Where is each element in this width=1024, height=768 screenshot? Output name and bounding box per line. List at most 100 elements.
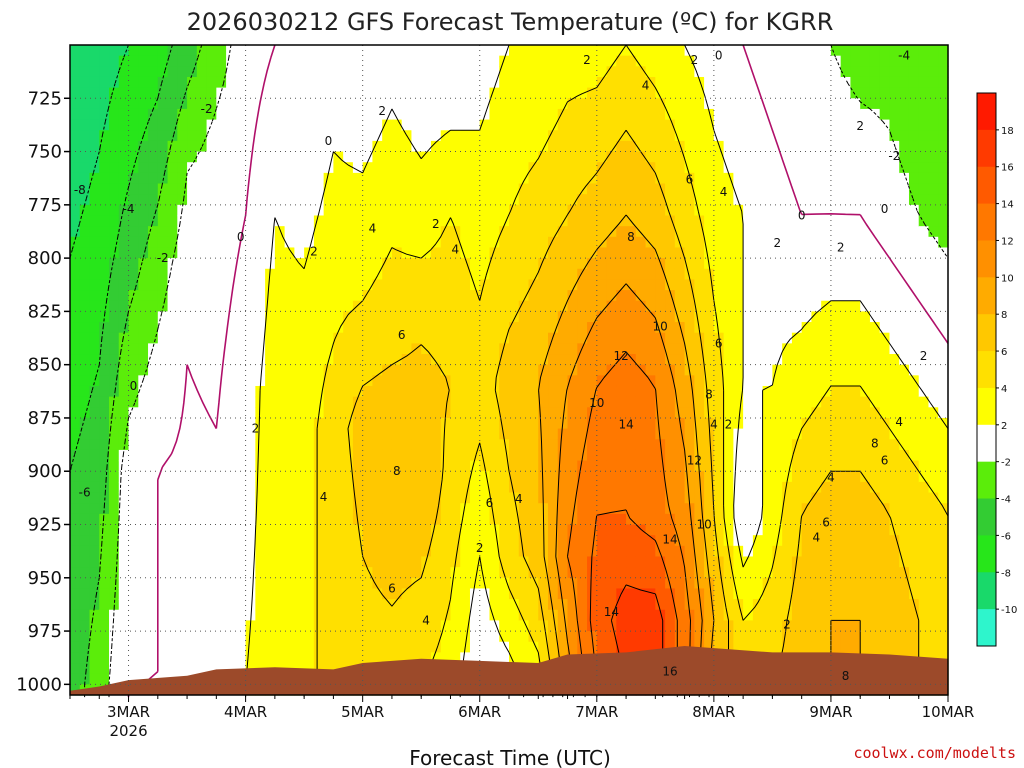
temperature-cell: [128, 215, 139, 227]
temperature-cell: [450, 567, 461, 579]
temperature-cell: [606, 76, 617, 89]
temperature-cell: [665, 226, 676, 238]
temperature-cell: [118, 545, 130, 558]
temperature-cell: [343, 609, 354, 622]
temperature-cell: [440, 108, 452, 121]
temperature-cell: [616, 364, 627, 376]
temperature-cell: [196, 428, 208, 440]
temperature-cell: [450, 641, 461, 653]
temperature-cell: [645, 460, 656, 472]
temperature-cell: [713, 194, 725, 206]
temperature-cell: [304, 375, 315, 387]
temperature-cell: [655, 279, 666, 291]
temperature-cell: [148, 311, 159, 323]
temperature-cell: [128, 535, 139, 547]
temperature-cell: [372, 503, 383, 515]
temperature-cell: [577, 247, 588, 259]
temperature-cell: [333, 311, 344, 323]
temperature-cell: [723, 332, 734, 344]
temperature-cell: [606, 641, 617, 653]
temperature-cell: [157, 343, 169, 355]
temperature-cell: [782, 45, 793, 57]
temperature-cell: [733, 535, 744, 547]
temperature-cell: [626, 55, 637, 67]
temperature-cell: [577, 108, 588, 121]
temperature-cell: [216, 322, 227, 334]
temperature-cell: [860, 460, 871, 472]
temperature-cell: [255, 332, 266, 344]
temperature-cell: [674, 556, 686, 568]
temperature-cell: [538, 428, 549, 440]
temperature-cell: [430, 236, 442, 249]
temperature-cell: [167, 428, 178, 440]
temperature-cell: [469, 652, 481, 664]
temperature-cell: [372, 428, 383, 440]
temperature-cell: [743, 279, 754, 291]
temperature-cell: [811, 417, 822, 430]
temperature-cell: [528, 396, 539, 408]
temperature-cell: [518, 609, 530, 622]
temperature-cell: [382, 460, 393, 472]
temperature-cell: [782, 236, 793, 249]
temperature-cell: [304, 98, 315, 110]
temperature-cell: [70, 375, 81, 387]
temperature-cell: [177, 428, 188, 440]
temperature-cell: [509, 354, 520, 366]
temperature-cell: [313, 417, 325, 430]
temperature-cell: [713, 524, 725, 536]
temperature-cell: [704, 567, 715, 579]
temperature-cell: [772, 279, 783, 291]
temperature-cell: [499, 535, 510, 547]
temperature-cell: [226, 545, 237, 558]
temperature-cell: [528, 236, 539, 249]
temperature-cell: [382, 108, 393, 121]
temperature-cell: [518, 460, 530, 472]
temperature-cell: [655, 55, 666, 67]
temperature-cell: [518, 524, 530, 536]
temperature-cell: [118, 204, 130, 217]
temperature-cell: [391, 151, 403, 163]
temperature-cell: [128, 279, 139, 291]
temperature-cell: [138, 226, 149, 238]
temperature-cell: [89, 556, 100, 568]
temperature-cell: [196, 290, 208, 302]
temperature-cell: [89, 66, 100, 78]
temperature-cell: [391, 385, 403, 398]
temperature-cell: [343, 300, 354, 312]
temperature-cell: [440, 354, 452, 366]
temperature-cell: [323, 641, 334, 653]
temperature-cell: [772, 545, 783, 558]
temperature-cell: [684, 460, 695, 472]
temperature-cell: [538, 322, 549, 334]
temperature-cell: [109, 66, 120, 78]
temperature-cell: [489, 535, 500, 547]
temperature-cell: [138, 545, 149, 558]
temperature-cell: [704, 119, 715, 131]
temperature-cell: [430, 332, 442, 344]
temperature-cell: [567, 311, 578, 323]
temperature-cell: [196, 55, 208, 67]
temperature-cell: [469, 300, 481, 312]
temperature-cell: [830, 332, 842, 344]
temperature-cell: [362, 354, 374, 366]
temperature-cell: [411, 631, 422, 643]
temperature-cell: [99, 45, 110, 57]
temperature-cell: [635, 343, 647, 355]
temperature-cell: [567, 108, 578, 121]
temperature-cell: [138, 354, 149, 366]
temperature-cell: [733, 268, 744, 281]
temperature-cell: [577, 354, 588, 366]
temperature-cell: [713, 439, 725, 451]
temperature-cell: [762, 503, 773, 515]
temperature-cell: [850, 492, 861, 504]
temperature-cell: [294, 449, 305, 462]
temperature-cell: [518, 428, 530, 440]
temperature-cell: [850, 215, 861, 227]
temperature-cell: [216, 481, 227, 494]
temperature-cell: [528, 76, 539, 89]
temperature-cell: [538, 194, 549, 206]
temperature-cell: [587, 108, 598, 121]
temperature-cell: [362, 300, 374, 312]
temperature-cell: [850, 194, 861, 206]
temperature-cell: [577, 503, 588, 515]
